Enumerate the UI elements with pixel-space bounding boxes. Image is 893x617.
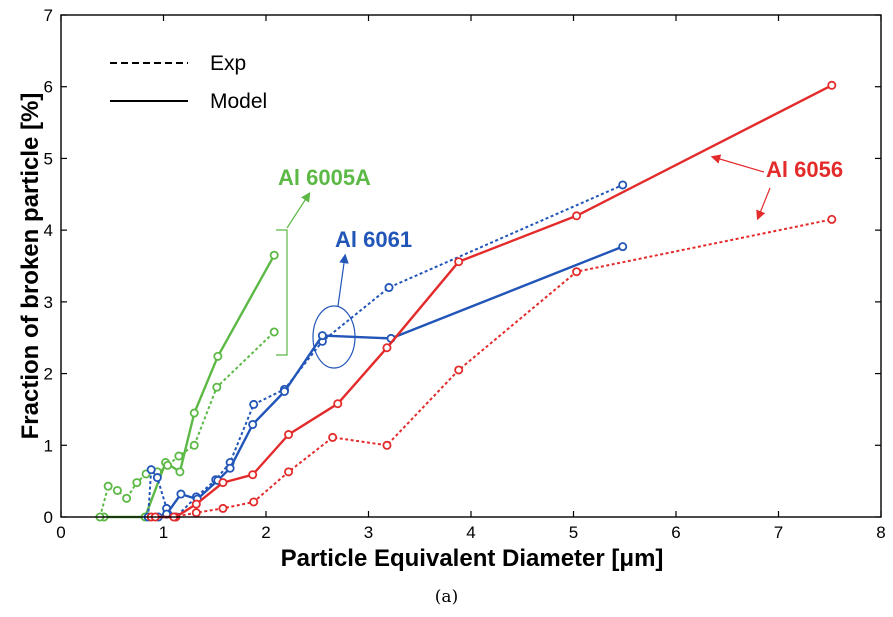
data-point-al6061-model — [248, 419, 258, 429]
legend: Exp Model — [110, 52, 267, 113]
data-point-al6061-model — [317, 331, 327, 341]
data-point-al6061-exp — [146, 465, 156, 475]
al6061-highlight-ellipse — [312, 305, 356, 369]
data-point-al6056-exp — [827, 214, 837, 224]
x-tick-label: 8 — [876, 523, 885, 542]
data-point-al6056-exp — [454, 365, 464, 375]
data-point-al6056-model — [382, 343, 392, 353]
data-point-al6056-model — [333, 399, 343, 409]
data-point-al6005a-exp — [189, 440, 199, 450]
data-point-al6005a-model — [189, 408, 199, 418]
data-point-al6005a-exp — [174, 451, 184, 461]
data-point-al6061-model — [225, 463, 235, 473]
data-point-al6005a-exp — [132, 478, 142, 488]
legend-model-label: Model — [210, 90, 267, 113]
x-tick-label: 3 — [364, 523, 373, 542]
x-tick-label: 5 — [569, 523, 578, 542]
x-tick-label: 2 — [261, 523, 270, 542]
al6005a-bracket — [276, 229, 288, 356]
y-tick-label: 6 — [44, 78, 53, 97]
x-tick-label: 1 — [159, 523, 168, 542]
series-line-al6005a-exp — [99, 331, 275, 518]
al6056-label: Al 6056 — [766, 157, 843, 182]
plot-frame — [60, 14, 882, 518]
data-point-al6056-model — [284, 430, 294, 440]
data-point-al6056-exp — [284, 467, 294, 477]
al6061-label: Al 6061 — [335, 227, 412, 252]
data-point-al6005a-exp — [163, 460, 173, 470]
data-point-al6005a-exp — [269, 327, 279, 337]
data-point-al6061-model — [176, 489, 186, 499]
data-point-al6005a-model — [213, 351, 223, 361]
data-point-al6005a-exp — [103, 481, 113, 491]
y-tick-label: 2 — [44, 365, 53, 384]
data-point-al6056-exp — [191, 508, 201, 518]
figure-caption: (a) — [434, 587, 459, 607]
data-point-al6056-model — [191, 499, 201, 509]
data-point-al6005a-model — [175, 467, 185, 477]
al6005a-label: Al 6005A — [278, 165, 371, 190]
data-point-al6056-model — [827, 80, 837, 90]
data-point-al6061-exp — [618, 180, 628, 190]
data-point-al6005a-exp — [112, 485, 122, 495]
data-point-al6061-exp — [152, 473, 162, 483]
y-tick-label: 0 — [44, 508, 53, 527]
data-point-al6061-model — [279, 386, 289, 396]
series-al6005a-model — [99, 250, 279, 522]
data-point-al6005a-exp — [212, 382, 222, 392]
data-point-al6056-exp — [328, 432, 338, 442]
data-point-al6056-exp — [572, 267, 582, 277]
data-point-al6005a-exp — [122, 493, 132, 503]
y-axis-title: Fraction of broken particle [%] — [17, 93, 44, 440]
y-tick-label: 3 — [44, 293, 53, 312]
series-line-al6005a-model — [104, 254, 276, 519]
al6061-arrow — [337, 253, 349, 307]
series-layer — [95, 80, 837, 522]
legend-exp-label: Exp — [210, 52, 246, 75]
data-point-al6061-exp — [384, 283, 394, 293]
data-point-al6061-exp — [249, 399, 259, 409]
y-tick-label: 1 — [44, 436, 53, 455]
series-al6056-model — [146, 80, 837, 522]
data-point-al6056-exp — [382, 440, 392, 450]
data-point-al6056-model — [454, 257, 464, 267]
al6005a-arrow — [286, 191, 311, 229]
al6056-arrow-model — [710, 154, 765, 173]
data-point-al6061-model — [618, 242, 628, 252]
x-tick-label: 6 — [671, 523, 680, 542]
x-tick-label: 7 — [774, 523, 783, 542]
al6056-arrow-exp — [756, 187, 771, 221]
series-line-al6056-exp — [155, 218, 833, 518]
data-point-al6056-model — [248, 470, 258, 480]
x-tick-label: 4 — [466, 523, 475, 542]
y-tick-label: 4 — [44, 221, 53, 240]
data-point-al6056-model — [572, 211, 582, 221]
x-tick-label: 0 — [56, 523, 65, 542]
data-point-al6056-exp — [218, 503, 228, 513]
series-line-al6056-model — [151, 84, 833, 519]
data-point-al6005a-model — [269, 250, 279, 260]
annotations: Al 6005A Al 6061 Al 6056 — [276, 154, 843, 369]
y-tick-label: 7 — [44, 6, 53, 25]
data-point-al6056-model — [218, 478, 228, 488]
data-point-al6056-exp — [249, 497, 259, 507]
y-tick-label: 5 — [44, 149, 53, 168]
x-axis-title: Particle Equivalent Diameter [μm] — [281, 545, 664, 572]
